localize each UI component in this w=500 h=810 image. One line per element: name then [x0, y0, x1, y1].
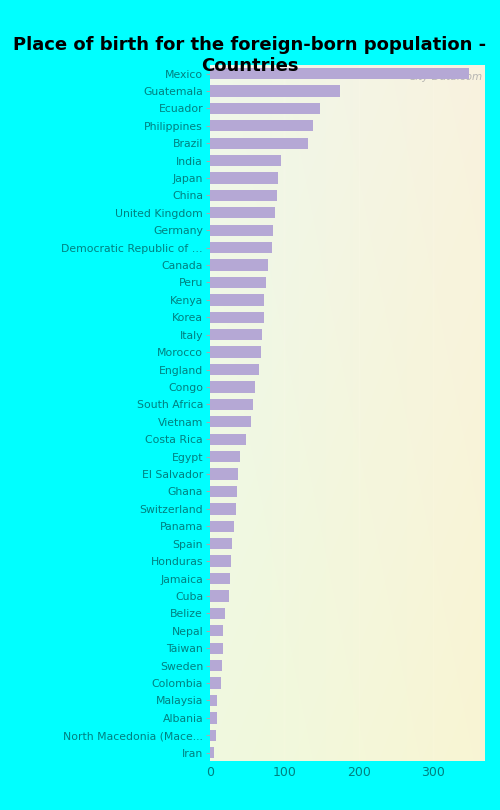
Bar [210, 259, 268, 271]
Bar [210, 608, 225, 619]
Bar [210, 451, 240, 463]
Bar [210, 695, 218, 706]
Bar [210, 660, 222, 671]
Bar [210, 207, 276, 219]
Bar [210, 120, 312, 131]
Bar [210, 642, 222, 654]
Bar [210, 660, 222, 671]
Bar [210, 468, 238, 480]
Bar [210, 503, 236, 514]
Bar [210, 155, 280, 166]
Bar [210, 590, 229, 602]
Bar [210, 503, 236, 514]
Bar [210, 747, 214, 758]
Bar [210, 68, 469, 79]
Bar [210, 224, 273, 236]
Bar [210, 625, 224, 637]
Bar [210, 538, 233, 549]
Bar [210, 538, 233, 549]
Bar [210, 242, 272, 254]
Bar [210, 642, 222, 654]
Bar [210, 433, 246, 445]
Bar [210, 277, 266, 288]
Bar [210, 521, 234, 532]
Bar [210, 173, 278, 184]
Bar [210, 625, 224, 637]
Bar [210, 347, 260, 358]
Bar [210, 730, 216, 741]
Bar [210, 294, 264, 305]
Bar [210, 329, 262, 340]
Bar [210, 173, 278, 184]
Bar [210, 712, 216, 723]
Bar [210, 364, 259, 375]
Bar [210, 677, 221, 688]
Bar [210, 608, 225, 619]
Bar [210, 190, 277, 201]
Bar [210, 277, 266, 288]
Bar [210, 138, 308, 149]
Bar [210, 259, 268, 271]
Bar [210, 329, 262, 340]
Bar [210, 85, 340, 96]
Bar [210, 399, 253, 410]
Bar [210, 416, 251, 428]
Bar [210, 451, 240, 463]
Bar [210, 416, 251, 428]
Bar [210, 294, 264, 305]
Bar [210, 224, 273, 236]
Bar [210, 312, 264, 323]
Bar [210, 347, 260, 358]
Bar [210, 68, 469, 79]
Bar [210, 382, 254, 393]
Bar [210, 120, 312, 131]
Bar [210, 486, 237, 497]
Bar [210, 399, 253, 410]
Bar [210, 207, 276, 219]
Bar [210, 155, 280, 166]
Bar [210, 138, 308, 149]
Bar [210, 312, 264, 323]
Text: Place of birth for the foreign-born population -
Countries: Place of birth for the foreign-born popu… [14, 36, 486, 75]
Bar [210, 677, 221, 688]
Bar [210, 730, 216, 741]
Bar [210, 433, 246, 445]
Bar [210, 103, 320, 114]
Text: City-Data.com: City-Data.com [408, 72, 482, 82]
Bar [210, 190, 277, 201]
Bar [210, 486, 237, 497]
Bar [210, 712, 216, 723]
Bar [210, 364, 259, 375]
Bar [210, 242, 272, 254]
Bar [210, 556, 231, 567]
Bar [210, 573, 230, 584]
Bar [210, 468, 238, 480]
Bar [210, 573, 230, 584]
Bar [210, 85, 340, 96]
Bar [210, 556, 231, 567]
Bar [210, 103, 320, 114]
Bar [210, 695, 218, 706]
Bar [210, 590, 229, 602]
Bar [210, 382, 254, 393]
Bar [210, 747, 214, 758]
Bar [210, 521, 234, 532]
